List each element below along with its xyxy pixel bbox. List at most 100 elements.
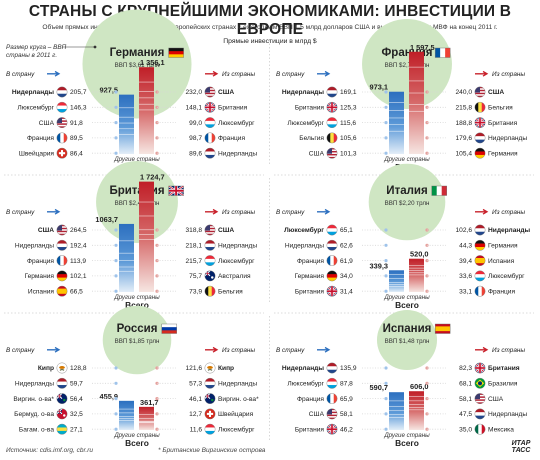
outflow-row: 11,6 Люксембург xyxy=(155,423,255,435)
outflow-value: 73,9 xyxy=(189,288,202,295)
country-panel-5: Испания ВВП $1,48 трлн В страну Из страны 59… xyxy=(274,309,534,448)
outflow-row: 82,3 Британия xyxy=(425,362,520,374)
outflow-row: 99,0 Люксембург xyxy=(155,117,255,129)
page-subtitle: Объем прямых инвестиций в крупнейших евр… xyxy=(42,24,498,31)
luxembourg-flag xyxy=(204,424,216,435)
outflow-value: 89,6 xyxy=(189,150,202,157)
gdp-circle xyxy=(102,305,172,375)
itar-tass-logo: ИТАР ТАСС xyxy=(511,440,531,454)
inflow-value: 32,5 xyxy=(70,411,83,418)
inflow-country-name: Франция xyxy=(297,258,324,265)
outflow-country-name: Люксембург xyxy=(218,119,255,127)
inflow-value: 169,1 xyxy=(340,89,357,96)
inflow-country-name: Франция xyxy=(27,258,54,265)
inflow-dot xyxy=(384,397,388,401)
inflow-value: 58,1 xyxy=(340,411,353,418)
inflow-country-name: США xyxy=(39,120,55,127)
inflow-dot xyxy=(114,228,118,232)
inflow-value: 59,7 xyxy=(70,381,83,388)
inflow-total-label: 455,9 xyxy=(100,392,119,401)
outflow-total-bar xyxy=(409,391,424,430)
inflow-country-name: Люксембург xyxy=(284,226,324,234)
inflow-country-name: Кипр xyxy=(38,365,54,372)
inflow-row: Германия 34,0 xyxy=(294,270,388,282)
outflow-row: 33,1 Франция xyxy=(425,285,515,297)
country-panel-0: Германия ВВП $3,61 трлн В страну Из страны 9… xyxy=(6,9,270,172)
total-label: Всего xyxy=(395,438,419,448)
inflow-value: 135,9 xyxy=(340,365,357,372)
inflow-dot xyxy=(114,381,118,385)
inflow-dot xyxy=(114,151,118,155)
from-country-label: Из страны xyxy=(492,71,525,78)
netherlands-flag xyxy=(204,148,216,159)
netherlands-flag xyxy=(56,378,68,389)
out-arrow-icon xyxy=(205,208,219,215)
outflow-country-name: Нидерланды xyxy=(488,135,527,142)
other-countries-label: Другие страны xyxy=(383,156,430,163)
inflow-country-name: Нидерланды xyxy=(285,243,324,250)
outflow-value: 232,0 xyxy=(185,89,202,96)
inflow-country-name: Багам. о-ва xyxy=(19,426,54,433)
inflow-dot xyxy=(384,259,388,263)
outflow-country-name: Франция xyxy=(488,288,515,295)
inflow-dot xyxy=(384,274,388,278)
luxembourg-flag xyxy=(56,102,68,113)
inflow-country-name: Нидерланды xyxy=(15,243,54,250)
cyprus-flag xyxy=(56,362,68,374)
outflow-country-name: Бельгия xyxy=(488,105,513,112)
inflow-row: Германия 102,1 xyxy=(24,270,118,282)
inflow-value: 101,3 xyxy=(340,150,357,157)
outflow-row: 240,0 США xyxy=(425,86,504,98)
outflow-total-bar xyxy=(139,181,154,292)
netherlands-flag xyxy=(56,240,68,251)
outflow-row: 57,3 Нидерланды xyxy=(155,377,257,389)
inflow-dot xyxy=(384,289,388,293)
gdp-label: ВВП $2,78 трлн xyxy=(385,62,430,69)
total-label: Всего xyxy=(395,300,419,310)
inflow-country-name: Британия xyxy=(295,105,325,112)
outflow-row: 218,1 Нидерланды xyxy=(155,239,257,251)
outflow-row: 47,5 Нидерланды xyxy=(425,408,527,420)
outflow-row: 102,6 Нидерланды xyxy=(425,224,531,236)
inflow-row: Нидерланды 135,9 xyxy=(282,362,388,374)
inflow-total-bar xyxy=(119,94,134,154)
outflow-total-label: 361,7 xyxy=(140,398,159,407)
inflow-dot xyxy=(384,136,388,140)
inflow-row: Бельгия 105,6 xyxy=(299,132,388,144)
outflow-country-name: Люксембург xyxy=(218,257,255,265)
cyprus-flag xyxy=(204,362,216,374)
other-countries-label: Другие страны xyxy=(383,432,430,439)
inflow-dot xyxy=(384,105,388,109)
header-france-flag xyxy=(435,48,451,58)
inflow-country-name: Нидерланды xyxy=(12,89,55,96)
outflow-value: 33,6 xyxy=(459,273,472,280)
other-countries-label: Другие страны xyxy=(113,432,160,439)
inflow-total-label: 927,5 xyxy=(100,86,119,95)
source-note: Источник: cdis.imf.org, cbr.ru xyxy=(6,447,94,454)
mexico-flag xyxy=(474,424,486,435)
outflow-country-name: Бельгия xyxy=(218,288,243,295)
circle-size-note: Размер круга – ВВП страны в 2011 г. xyxy=(6,44,67,59)
outflow-row: 105,4 Германия xyxy=(425,147,518,159)
outflow-row: 44,3 Германия xyxy=(425,239,518,251)
netherlands-flag xyxy=(326,240,338,251)
inflow-country-name: Испания xyxy=(28,288,55,295)
inflow-value: 264,5 xyxy=(70,227,87,234)
outflow-country-name: Германия xyxy=(488,150,518,157)
outflow-row: 35,0 Мексика xyxy=(425,423,514,435)
in-arrow-icon xyxy=(47,346,61,353)
out-arrow-icon xyxy=(475,208,489,215)
outflow-total-bar xyxy=(139,67,154,154)
country-title: Италия xyxy=(386,185,427,197)
outflow-row: 148,1 Британия xyxy=(155,101,248,113)
inflow-row: Люксембург 65,1 xyxy=(284,224,388,236)
inflow-row: Багам. о-ва 27,1 xyxy=(19,423,118,435)
inflow-dot xyxy=(384,412,388,416)
other-countries-label: Другие страны xyxy=(113,294,160,301)
outflow-value: 318,8 xyxy=(185,227,202,234)
outflow-row: 179,6 Нидерланды xyxy=(425,132,527,144)
inflow-total-bar xyxy=(389,270,404,292)
out-arrow-icon xyxy=(205,70,219,77)
inflow-value: 56,4 xyxy=(70,396,83,403)
switzerland-flag xyxy=(204,408,216,420)
